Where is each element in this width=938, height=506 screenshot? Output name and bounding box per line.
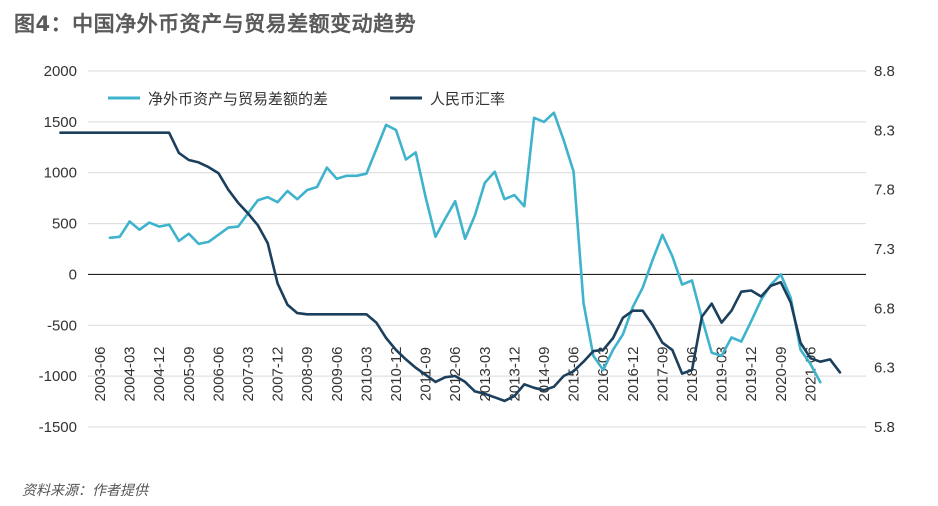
x-tick-label: 2006-06 bbox=[210, 346, 227, 401]
series-lines bbox=[59, 111, 842, 403]
x-tick-label: 2015-06 bbox=[566, 346, 583, 401]
left-y-tick-label: 500 bbox=[52, 216, 77, 233]
right-y-tick-label: 7.8 bbox=[874, 182, 895, 199]
left-y-tick-label: -1500 bbox=[39, 419, 77, 436]
x-tick-label: 2010-12 bbox=[388, 346, 405, 401]
x-tick-label: 2003-06 bbox=[92, 346, 109, 401]
left-y-tick-label: 0 bbox=[69, 266, 77, 283]
x-tick-label: 2004-12 bbox=[151, 346, 168, 401]
x-tick-label: 2013-03 bbox=[477, 346, 494, 401]
right-y-tick-label: 8.3 bbox=[874, 122, 895, 139]
x-tick-label: 2012-06 bbox=[447, 346, 464, 401]
left-y-tick-label: -500 bbox=[47, 317, 77, 334]
x-tick-label: 2020-09 bbox=[773, 346, 790, 401]
x-tick-label: 2004-03 bbox=[122, 346, 139, 401]
x-tick-label: 2019-12 bbox=[743, 346, 760, 401]
x-tick-label: 2005-09 bbox=[181, 346, 198, 401]
right-y-tick-label: 7.3 bbox=[874, 241, 895, 258]
x-tick-label: 2010-03 bbox=[358, 346, 375, 401]
left-y-tick-label: -1000 bbox=[39, 368, 77, 385]
line-chart: 2000 1500 1000 500 0 -500 -1000 -1500 8.8 8.3 7.8… bbox=[39, 63, 895, 436]
figure-title: 图4：中国净外币资产与贸易差额变动趋势 bbox=[14, 12, 417, 36]
x-tick-label: 2009-06 bbox=[329, 346, 346, 401]
right-y-tick-label: 6.8 bbox=[874, 300, 895, 317]
right-y-tick-label: 8.8 bbox=[874, 63, 895, 80]
x-tick-label: 2008-09 bbox=[299, 346, 316, 401]
legend-label: 人民币汇率 bbox=[430, 90, 505, 108]
right-y-tick-label: 5.8 bbox=[874, 419, 895, 436]
x-tick-label: 2017-09 bbox=[654, 346, 671, 401]
right-y-tick-label: 6.3 bbox=[874, 360, 895, 377]
right-y-axis-labels: 8.8 8.3 7.8 7.3 6.8 6.3 5.8 bbox=[874, 63, 895, 436]
x-tick-label: 2016-12 bbox=[625, 346, 642, 401]
x-tick-label: 2014-09 bbox=[536, 346, 553, 401]
x-tick-label: 2007-03 bbox=[240, 346, 257, 401]
x-axis-labels: 2003-06 2004-03 2004-12 2005-09 2006-06 2007-… bbox=[92, 346, 819, 401]
x-tick-label: 2013-12 bbox=[506, 346, 523, 401]
left-y-tick-label: 2000 bbox=[44, 63, 77, 80]
left-y-tick-label: 1500 bbox=[44, 114, 77, 131]
series-rmb-rate-line bbox=[59, 131, 842, 403]
x-tick-label: 2007-12 bbox=[270, 346, 287, 401]
x-tick-label: 2019-03 bbox=[714, 346, 731, 401]
left-y-tick-label: 1000 bbox=[44, 165, 77, 182]
source-note: 资料来源：作者提供 bbox=[22, 483, 148, 499]
legend: 净外币资产与贸易差额的差 人民币汇率 bbox=[108, 90, 505, 108]
x-tick-label: 2018-06 bbox=[684, 346, 701, 401]
legend-label: 净外币资产与贸易差额的差 bbox=[148, 90, 328, 108]
left-y-axis-labels: 2000 1500 1000 500 0 -500 -1000 -1500 bbox=[39, 63, 77, 436]
series-net-fx-assets-line bbox=[108, 111, 822, 384]
